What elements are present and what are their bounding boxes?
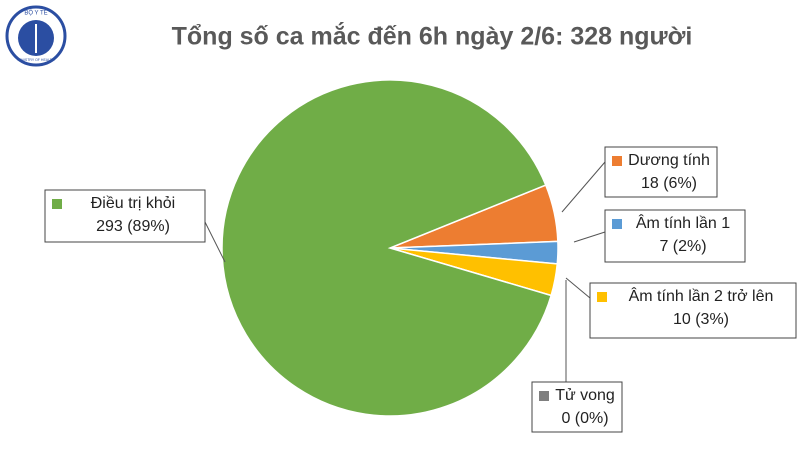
value-label: 7 (2%) [659,238,706,255]
label-box [531,381,623,433]
leader-line [204,221,226,263]
logo-bottom: MINISTRY OF HEALTH [18,58,55,62]
legend-marker [597,292,607,302]
legend-marker [539,391,549,401]
label-box [589,282,797,339]
value-label: 0 (0%) [561,410,608,427]
value-label: 18 (6%) [641,175,697,192]
logo-top: BỘ Y TẾ [24,10,47,17]
logo: BỘ Y TẾ MINISTRY OF HEALTH [5,5,67,67]
slice-label: Tử vong [555,387,615,404]
value-label: 10 (3%) [673,311,729,328]
legend-marker [612,156,622,166]
leader-line [561,161,606,213]
slice-label: Âm tính lần 1 [636,213,730,232]
label-box [604,146,718,198]
slice-label: Dương tính [628,152,710,169]
label-box [44,189,206,243]
value-label: 293 (89%) [96,218,170,235]
leader-line [573,231,606,243]
leader-line [565,277,591,299]
chart-title: Tổng số ca mắc đến 6h ngày 2/6: 328 ngườ… [172,21,693,51]
slice-label: Âm tính lần 2 trở lên [629,286,774,305]
slice-label: Điều trị khỏi [91,195,175,212]
label-box [604,209,746,263]
legend-marker [612,219,622,229]
legend-marker [52,199,62,209]
